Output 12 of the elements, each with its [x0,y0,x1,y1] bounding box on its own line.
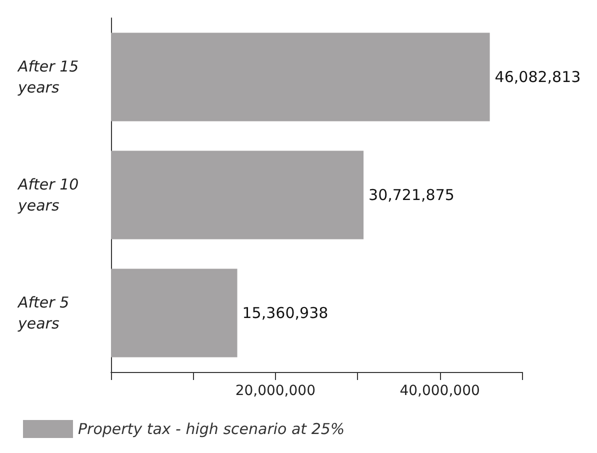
bar [111,32,490,122]
bar [111,268,238,358]
x-tick-label: 40,000,000 [400,383,480,399]
data-label: 46,082,813 [494,68,581,86]
y-tick-label: After 15 years [17,58,84,96]
y-tick-label: After 5 years [17,294,74,332]
y-tick-label: After 10 years [17,176,84,214]
data-label: 15,360,938 [242,304,328,322]
x-tick-label: 20,000,000 [235,383,316,399]
legend-label: Property tax - high scenario at 25% [78,420,345,438]
bar [111,150,364,240]
data-label: 30,721,875 [368,186,454,204]
